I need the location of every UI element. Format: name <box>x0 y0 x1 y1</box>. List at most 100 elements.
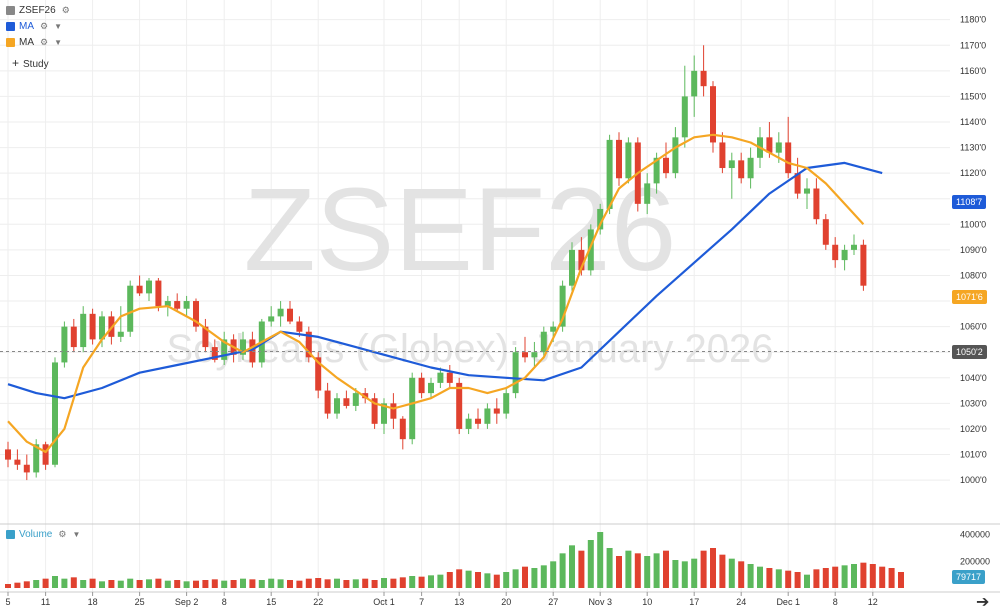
candle-body <box>381 403 387 424</box>
chart-legend: ZSEF26 ⚙ MA ⚙ ▼ MA ⚙ ▼ <box>6 2 76 50</box>
volume-bar <box>578 550 585 588</box>
volume-bar <box>503 572 510 588</box>
candle-body <box>738 160 745 179</box>
candle-body <box>202 326 209 348</box>
candle-body <box>578 249 585 271</box>
volume-bar <box>287 580 293 588</box>
volume-bar <box>785 570 792 588</box>
candle-body <box>625 142 632 179</box>
candle-body <box>174 301 181 309</box>
volume-bar <box>108 580 115 588</box>
date-tick-label: 10 <box>642 597 652 607</box>
volume-bar <box>352 579 359 588</box>
volume-series <box>5 532 904 588</box>
date-tick-label: 8 <box>833 597 838 607</box>
volume-bar <box>775 569 782 588</box>
volume-bar <box>52 576 58 588</box>
volume-bar <box>691 558 698 588</box>
volume-bar <box>428 575 434 588</box>
volume-bar <box>155 578 162 588</box>
plus-icon: + <box>12 56 20 70</box>
date-tick-label: 11 <box>41 597 50 607</box>
price-tick-label: 1100'0 <box>960 219 986 229</box>
candle-body <box>221 339 228 360</box>
candle-body <box>465 418 472 429</box>
candle-body <box>719 142 726 169</box>
volume-bar <box>851 564 857 588</box>
gear-icon[interactable]: ⚙ <box>61 4 70 15</box>
candle-body <box>211 347 218 360</box>
candle-body <box>42 444 49 465</box>
volume-bar <box>484 573 491 588</box>
chevron-down-icon[interactable]: ▼ <box>54 37 62 47</box>
volume-bar <box>334 578 340 588</box>
volume-bar <box>569 545 575 588</box>
volume-bar <box>315 578 322 588</box>
price-tick-label: 1030'0 <box>960 398 987 408</box>
volume-bar <box>14 582 21 588</box>
candle-body <box>287 308 293 322</box>
price-tick-label: 1130'0 <box>960 143 986 153</box>
candle-body <box>5 449 11 460</box>
gear-icon[interactable]: ⚙ <box>40 36 49 47</box>
volume-bar <box>597 532 604 588</box>
price-tick-label: 1000'0 <box>960 475 987 485</box>
candle-body <box>296 321 303 332</box>
candle-body <box>371 398 378 424</box>
add-study-button[interactable]: + Study <box>12 56 49 70</box>
candle-body <box>437 372 444 383</box>
date-tick-label: 20 <box>501 597 511 607</box>
price-tick-label: 1160'0 <box>960 66 986 76</box>
volume-bar <box>681 561 688 588</box>
legend-symbol[interactable]: ZSEF26 ⚙ <box>6 2 76 18</box>
candle-body <box>691 70 698 97</box>
chevron-down-icon[interactable]: ▼ <box>54 21 62 31</box>
watermark: ZSEF26 Soybeans (Globex): January 2026 <box>166 164 773 371</box>
legend-ma-blue-label: MA <box>19 20 34 32</box>
date-tick-label: 18 <box>88 597 98 607</box>
volume-bar <box>841 565 848 588</box>
gear-icon[interactable]: ⚙ <box>40 20 49 31</box>
date-tick-label: 24 <box>736 597 746 607</box>
volume-bar <box>89 578 96 588</box>
volume-bar <box>738 561 745 588</box>
gear-icon[interactable]: ⚙ <box>58 529 67 539</box>
candle-body <box>653 157 660 184</box>
volume-bar <box>860 562 867 588</box>
candle-body <box>747 157 754 179</box>
volume-bar <box>634 553 641 588</box>
volume-legend[interactable]: Volume ⚙ ▼ <box>6 529 80 540</box>
arrow-right-icon[interactable]: ➔ <box>976 594 990 611</box>
legend-ma-orange-label: MA <box>19 36 34 48</box>
watermark-description: Soybeans (Globex): January 2026 <box>166 327 773 371</box>
candle-body <box>597 208 604 230</box>
ma-orange-swatch <box>6 37 15 47</box>
volume-bar <box>230 580 237 588</box>
volume-bar <box>456 569 463 588</box>
volume-bar <box>399 577 406 588</box>
candle-body <box>70 326 77 348</box>
volume-bar <box>117 580 124 588</box>
date-axis: 5 11 18 25 Sep 2 8 15 22 Oct 1 7 13 20 27 Nov 3 10 17 24… <box>5 592 878 607</box>
volume-bar <box>324 579 331 588</box>
candle-body <box>183 301 190 309</box>
candle-body <box>616 139 622 179</box>
volume-bar <box>240 578 246 588</box>
volume-bar <box>390 578 397 588</box>
volume-bar <box>475 572 481 588</box>
volume-value-tag: 79717 <box>952 570 986 585</box>
ma-orange-line <box>7 133 865 454</box>
volume-bar <box>757 566 763 588</box>
candle-body <box>540 331 547 353</box>
volume-bar <box>99 581 105 588</box>
chevron-down-icon[interactable]: ▼ <box>72 530 81 539</box>
volume-bar <box>465 570 472 588</box>
volume-bar <box>193 580 199 588</box>
volume-bar <box>794 572 801 588</box>
volume-bar <box>531 568 538 588</box>
candle-body <box>672 137 679 174</box>
legend-ma-orange[interactable]: MA ⚙ ▼ <box>6 34 76 50</box>
legend-ma-blue[interactable]: MA ⚙ ▼ <box>6 18 76 34</box>
volume-bar <box>146 579 152 588</box>
